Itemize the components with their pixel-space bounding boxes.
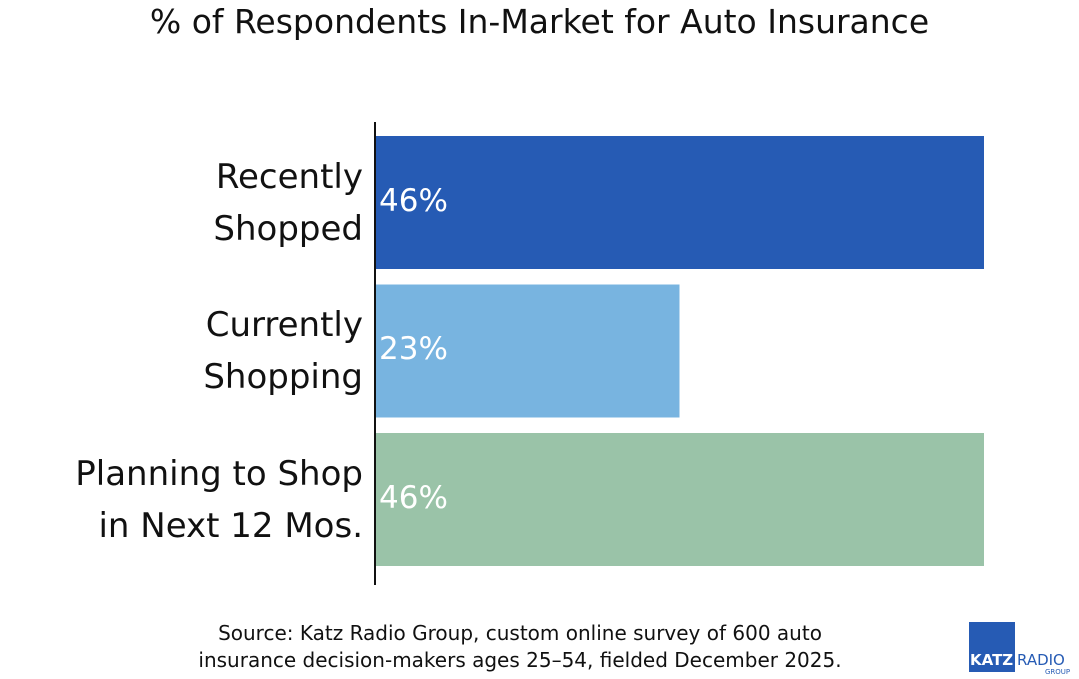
bar	[376, 433, 984, 566]
category-label: Recently Shopped	[213, 156, 363, 249]
value-label: 46%	[379, 479, 448, 516]
chart-title: % of Respondents In-Market for Auto Insu…	[149, 2, 930, 41]
logo-sub: GROUP	[1045, 668, 1071, 676]
category-label: Planning to Shop in Next 12 Mos.	[75, 453, 363, 546]
category-label: Currently Shopping	[203, 305, 363, 397]
logo-word: RADIO	[1017, 651, 1065, 669]
logo-brand: KATZ	[970, 651, 1014, 669]
source-note: Source: Katz Radio Group, custom online …	[198, 621, 842, 672]
bar	[376, 284, 680, 418]
value-label: 23%	[379, 331, 448, 367]
bar	[376, 136, 984, 269]
logo-box	[969, 622, 1015, 672]
value-label: 46%	[379, 182, 448, 219]
